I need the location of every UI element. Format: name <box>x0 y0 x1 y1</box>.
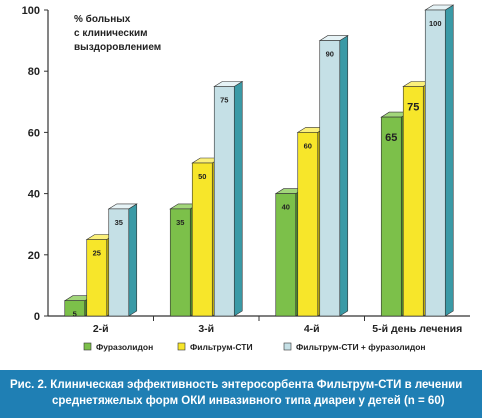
bar: 35 <box>107 203 138 317</box>
y-axis-label-line: с клиническим <box>74 28 148 39</box>
data-label: 35 <box>176 218 184 227</box>
y-axis-label-line: % больных <box>74 13 131 25</box>
bar-front <box>108 208 130 317</box>
bar-side <box>339 35 349 317</box>
bar-front <box>275 193 297 317</box>
data-label: 35 <box>115 218 123 227</box>
bar-chart: 0 20 40 60 80 100 2-й 3-й 4-й 5-й день лечения 5 2… <box>22 4 470 352</box>
data-label: 75 <box>407 102 419 114</box>
x-category-label: 2-й <box>93 323 109 335</box>
y-tick-label: 40 <box>28 189 40 201</box>
data-label: 40 <box>282 203 290 212</box>
x-category-label: 4-й <box>304 323 320 335</box>
y-tick-label: 100 <box>22 5 40 17</box>
y-tick-label: 60 <box>28 127 40 139</box>
data-label: 90 <box>326 50 334 59</box>
bar-front <box>64 300 86 317</box>
legend-swatch <box>177 342 186 351</box>
bar-front <box>380 116 402 317</box>
data-label: 60 <box>304 141 312 150</box>
data-label: 50 <box>198 172 206 181</box>
bar: 100 <box>424 4 455 317</box>
bar-front <box>402 86 424 317</box>
bars: 5 25 35 35 50 75 40 60 90 65 75 100 <box>63 4 455 319</box>
y-axis-label-line: выздоровлением <box>74 42 161 53</box>
data-label: 65 <box>385 132 397 144</box>
y-tick-label: 80 <box>28 66 40 78</box>
figure-caption: Рис. 2. Клиническая эффективность энтеро… <box>0 370 482 418</box>
caption-line-2: среднетяжелых форм ОКИ инвазивного типа … <box>52 395 445 407</box>
legend-label: Фильтрум-СТИ + фуразолидон <box>296 342 426 352</box>
bar-front <box>297 132 319 317</box>
data-label: 100 <box>429 19 442 28</box>
bar-side <box>444 4 454 317</box>
x-category-label: 5-й день лечения <box>372 323 462 335</box>
bar-side <box>128 203 138 317</box>
bar: 75 <box>213 80 244 317</box>
bar: 90 <box>318 35 349 317</box>
bar-front <box>191 162 213 317</box>
legend: Фуразолидон Фильтрум-СТИ Фильтрум-СТИ + фу… <box>83 342 426 352</box>
legend-swatch <box>283 342 292 351</box>
y-tick-label: 20 <box>28 250 40 262</box>
y-tick-label: 0 <box>34 311 40 323</box>
y-axis-label: % больных с клиническим выздоровлением <box>74 13 161 53</box>
data-label: 5 <box>73 310 77 319</box>
legend-label: Фуразолидон <box>96 342 153 352</box>
axes: 0 20 40 60 80 100 2-й 3-й 4-й 5-й день лечения <box>22 5 470 335</box>
x-category-label: 3-й <box>198 323 214 335</box>
legend-label: Фильтрум-СТИ <box>190 342 253 352</box>
bar-front <box>169 208 191 317</box>
data-label: 75 <box>220 96 228 105</box>
data-label: 25 <box>93 249 101 258</box>
bar-front <box>319 40 341 317</box>
caption-line-1: Рис. 2. Клиническая эффективность энтеро… <box>10 379 463 391</box>
bar-front <box>86 239 108 317</box>
legend-swatch <box>83 342 92 351</box>
bar-front <box>424 9 446 317</box>
bar-side <box>233 80 243 317</box>
bar-front <box>213 86 235 317</box>
